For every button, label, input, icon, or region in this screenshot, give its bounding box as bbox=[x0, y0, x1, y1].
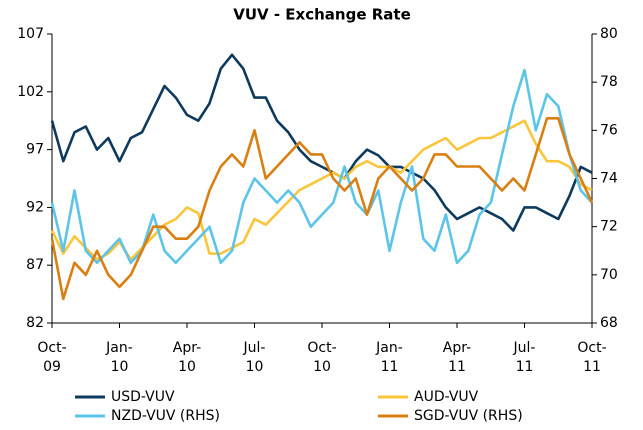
x-tick-label: Jan- 10 bbox=[106, 340, 133, 375]
legend-label: SGD-VUV (RHS) bbox=[414, 408, 523, 424]
x-tick-label: Apr- 11 bbox=[442, 340, 472, 375]
y2-tick-label: 70 bbox=[600, 267, 618, 283]
series-line bbox=[50, 117, 594, 301]
y2-tick-label: 74 bbox=[600, 171, 618, 187]
y-tick-label: 102 bbox=[17, 84, 44, 100]
legend-label: USD-VUV bbox=[111, 389, 175, 405]
y2-tick-label: 80 bbox=[600, 26, 618, 42]
chart-title: VUV - Exchange Rate bbox=[233, 6, 411, 24]
x-tick-label: Oct- 11 bbox=[577, 340, 607, 375]
x-tick-label: Jan- 11 bbox=[376, 340, 403, 375]
y-tick-label: 92 bbox=[26, 199, 44, 215]
x-tick-label: Jul- 11 bbox=[513, 340, 536, 375]
y2-tick-label: 76 bbox=[600, 122, 618, 138]
y-tick-label: 87 bbox=[26, 257, 44, 273]
x-tick-label: Oct- 10 bbox=[307, 340, 337, 375]
y-tick-label: 107 bbox=[17, 26, 44, 42]
y-tick-label: 97 bbox=[26, 142, 44, 158]
x-tick-label: Oct- 09 bbox=[37, 340, 67, 375]
series-line bbox=[50, 53, 593, 232]
y2-tick-label: 68 bbox=[600, 315, 618, 331]
y2-tick-label: 78 bbox=[600, 74, 618, 90]
legend-label: NZD-VUV (RHS) bbox=[111, 408, 220, 424]
legend-label: AUD-VUV bbox=[414, 389, 479, 405]
x-tick-label: Jul- 10 bbox=[243, 340, 266, 375]
x-tick-label: Apr- 10 bbox=[172, 340, 202, 375]
y2-tick-label: 72 bbox=[600, 219, 618, 235]
series-line bbox=[50, 119, 593, 261]
y-tick-label: 82 bbox=[26, 315, 44, 331]
